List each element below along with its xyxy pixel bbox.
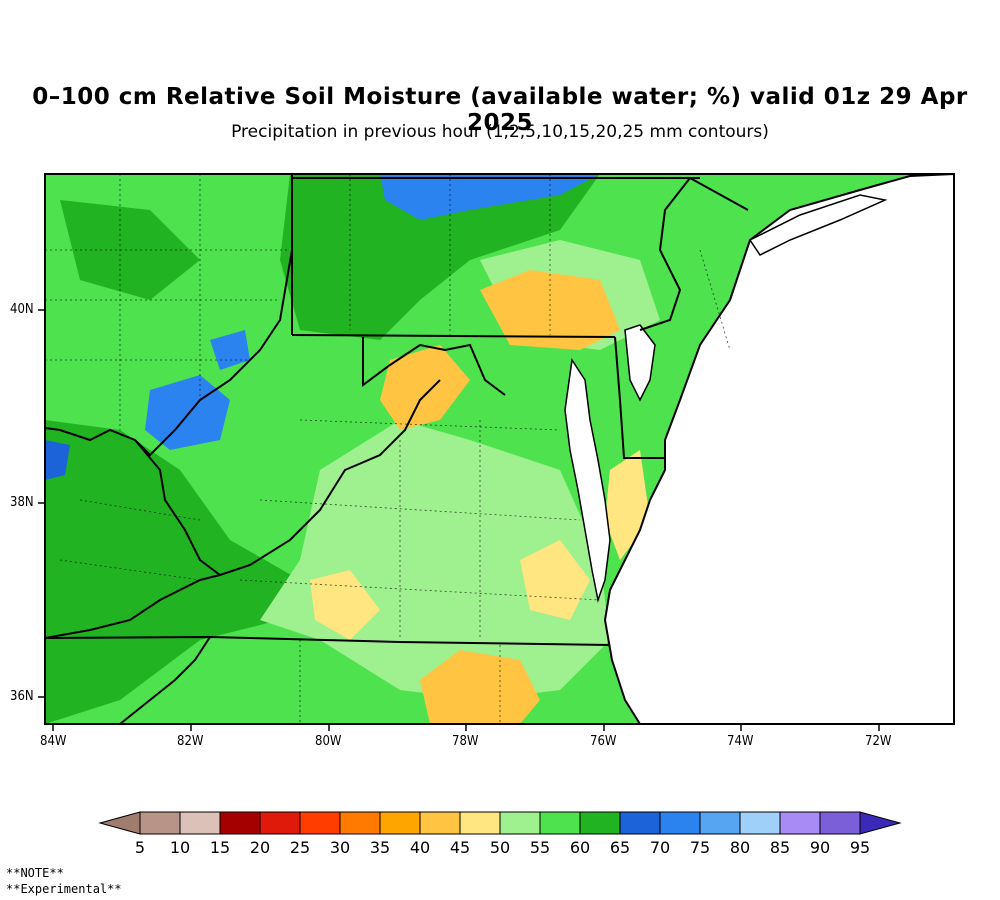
colorbar-segment bbox=[419, 811, 461, 835]
colorbar-segment bbox=[219, 811, 261, 835]
moisture-zone-65b bbox=[280, 174, 600, 340]
colorbar-segment bbox=[819, 811, 861, 835]
colorbar-segment bbox=[259, 811, 301, 835]
colorbar-label: 15 bbox=[209, 838, 231, 857]
colorbar bbox=[98, 811, 902, 835]
colorbar-segment bbox=[339, 811, 381, 835]
moisture-zone-45b bbox=[380, 345, 470, 430]
colorbar-label: 35 bbox=[369, 838, 391, 857]
lon-label-72w: 72W bbox=[865, 734, 892, 749]
colorbar-label: 45 bbox=[449, 838, 471, 857]
pa-southern-border bbox=[291, 334, 616, 338]
colorbar-segment bbox=[779, 811, 821, 835]
lat-label-36n: 36N bbox=[10, 689, 34, 704]
colorbar-segment bbox=[739, 811, 781, 835]
colorbar-segment bbox=[299, 811, 341, 835]
colorbar-label: 50 bbox=[489, 838, 511, 857]
colorbar-label: 90 bbox=[809, 838, 831, 857]
colorbar-segment bbox=[619, 811, 661, 835]
lon-label-78w: 78W bbox=[452, 734, 479, 749]
colorbar-label: 65 bbox=[609, 838, 631, 857]
colorbar-segment bbox=[579, 811, 621, 835]
colorbar-right-arrow bbox=[859, 811, 902, 835]
nj-pa-border bbox=[639, 177, 691, 331]
note-line-1: **NOTE** bbox=[6, 866, 64, 880]
delaware-bay bbox=[624, 324, 656, 402]
wv-md-border bbox=[362, 337, 506, 396]
moisture-zone-70b bbox=[380, 174, 600, 220]
colorbar-label: 85 bbox=[769, 838, 791, 857]
colorbar-label: 70 bbox=[649, 838, 671, 857]
wv-boundary bbox=[45, 249, 441, 577]
colorbar-label: 75 bbox=[689, 838, 711, 857]
state-boundaries bbox=[45, 174, 749, 724]
colorbar-label: 5 bbox=[134, 838, 146, 857]
colorbar-segment bbox=[179, 811, 221, 835]
county-lines bbox=[45, 174, 731, 724]
map-field bbox=[45, 174, 954, 724]
de-md-border bbox=[614, 336, 665, 459]
colorbar-segment bbox=[699, 811, 741, 835]
moisture-zone-70c bbox=[45, 440, 70, 480]
atlantic-ocean bbox=[603, 174, 954, 724]
colorbar-label: 25 bbox=[289, 838, 311, 857]
lon-label-76w: 76W bbox=[590, 734, 617, 749]
colorbar-label: 20 bbox=[249, 838, 271, 857]
lat-label-40n: 40N bbox=[10, 302, 34, 317]
colorbar-segment bbox=[139, 811, 181, 835]
lon-label-80w: 80W bbox=[315, 734, 342, 749]
moisture-zone-50b bbox=[520, 540, 590, 620]
colorbar-label: 60 bbox=[569, 838, 591, 857]
long-island-sound bbox=[748, 194, 888, 256]
lon-label-84w: 84W bbox=[40, 734, 67, 749]
va-nc-border bbox=[45, 635, 611, 646]
nj-ny-border bbox=[689, 177, 749, 211]
colorbar-segment bbox=[379, 811, 421, 835]
va-tn-border bbox=[119, 636, 211, 724]
lon-label-74w: 74W bbox=[727, 734, 754, 749]
moisture-zone-65 bbox=[45, 420, 300, 724]
moisture-zone-45c bbox=[420, 650, 540, 724]
ky-va-border bbox=[45, 574, 221, 639]
lat-label-38n: 38N bbox=[10, 495, 34, 510]
map-subtitle: Precipitation in previous hour (1,2,5,10… bbox=[231, 122, 769, 142]
map-title: 0–100 cm Relative Soil Moisture (availab… bbox=[32, 84, 968, 136]
note-line-2: **Experimental** bbox=[6, 882, 122, 896]
colorbar-label: 30 bbox=[329, 838, 351, 857]
colorbar-segment bbox=[499, 811, 541, 835]
colorbar-label: 40 bbox=[409, 838, 431, 857]
map-frame bbox=[44, 173, 955, 725]
axis-ticks bbox=[38, 309, 880, 731]
chesapeake-bay bbox=[564, 357, 611, 603]
colorbar-segment bbox=[659, 811, 701, 835]
colorbar-segment bbox=[459, 811, 501, 835]
colorbar-left-arrow bbox=[98, 811, 141, 835]
lon-label-82w: 82W bbox=[177, 734, 204, 749]
colorbar-label: 55 bbox=[529, 838, 551, 857]
moisture-zone-50 bbox=[310, 570, 380, 640]
colorbar-label: 10 bbox=[169, 838, 191, 857]
colorbar-segment bbox=[539, 811, 581, 835]
colorbar-label: 95 bbox=[849, 838, 871, 857]
colorbar-label: 80 bbox=[729, 838, 751, 857]
